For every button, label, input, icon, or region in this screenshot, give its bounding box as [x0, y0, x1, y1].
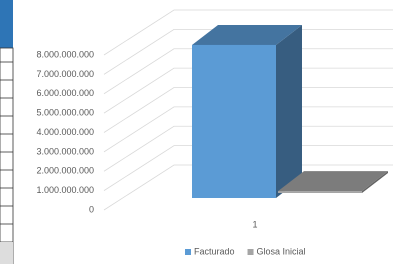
bar-front: [192, 45, 276, 198]
legend-swatch: [248, 249, 254, 255]
y-tick-label: 8.000.000.000: [36, 49, 94, 59]
bar-front: [278, 191, 362, 193]
bar: [192, 25, 302, 198]
y-tick-label: 5.000.000.000: [36, 108, 94, 118]
x-tick-label: 1: [252, 219, 257, 229]
chart: 0 1.000.000.000 2.000.000.000 3.000.000.000…: [0, 0, 393, 264]
y-tick-label: 3.000.000.000: [36, 146, 94, 156]
y-tick-label: 6.000.000.000: [36, 88, 94, 98]
table-header: [0, 0, 13, 48]
legend-label: Facturado: [194, 246, 235, 256]
y-tick-label: 4.000.000.000: [36, 127, 94, 137]
side-table: [0, 0, 13, 264]
bar-side: [276, 25, 302, 198]
legend-swatch: [185, 249, 191, 255]
y-tick-label: 2.000.000.000: [36, 166, 94, 176]
y-tick-label: 1.000.000.000: [36, 185, 94, 195]
legend-label: Glosa Inicial: [257, 246, 306, 256]
y-tick-label: 0: [89, 204, 94, 214]
y-tick-label: 7.000.000.000: [36, 69, 94, 79]
